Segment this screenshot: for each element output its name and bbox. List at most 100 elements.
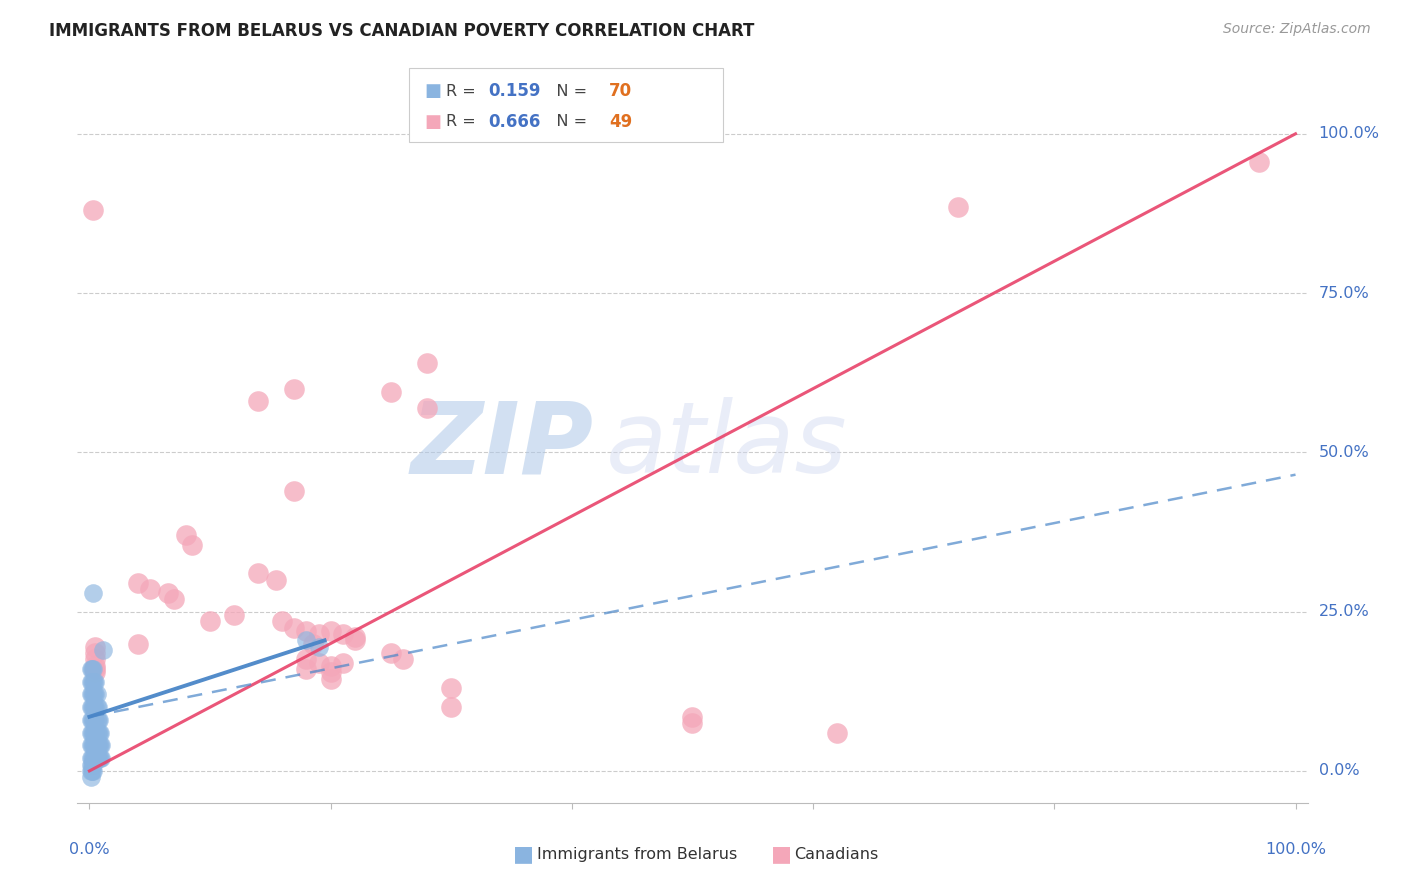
Point — [84, 700, 107, 714]
Point — [82, 757, 104, 772]
Point — [82, 203, 104, 218]
Point — [343, 630, 366, 644]
Point — [84, 665, 107, 680]
Point — [283, 382, 305, 396]
Point — [319, 672, 342, 686]
Point — [682, 716, 704, 731]
Point — [79, 700, 101, 714]
Text: 0.0%: 0.0% — [69, 842, 110, 856]
Point — [87, 751, 110, 765]
Point — [84, 674, 107, 689]
Point — [87, 713, 110, 727]
Point — [79, 688, 101, 702]
Point — [86, 688, 108, 702]
Point — [416, 356, 439, 370]
Point — [84, 751, 107, 765]
Point — [87, 725, 110, 739]
Point — [127, 636, 149, 650]
Point — [80, 739, 103, 753]
Point — [332, 627, 354, 641]
Point — [83, 713, 105, 727]
Text: R =: R = — [446, 84, 481, 99]
Text: 100.0%: 100.0% — [1265, 842, 1326, 856]
Text: ■: ■ — [425, 112, 441, 130]
Text: R =: R = — [446, 114, 481, 129]
Point — [79, 751, 101, 765]
Text: 0.666: 0.666 — [488, 112, 540, 130]
Text: 75.0%: 75.0% — [1319, 285, 1369, 301]
Point — [79, 674, 101, 689]
Point — [295, 652, 318, 666]
Point — [80, 700, 103, 714]
Point — [80, 662, 103, 676]
Point — [87, 739, 110, 753]
Point — [80, 751, 103, 765]
Point — [83, 739, 105, 753]
Point — [84, 662, 107, 676]
Point — [84, 652, 107, 666]
Point — [84, 725, 107, 739]
Point — [82, 688, 104, 702]
Point — [343, 633, 366, 648]
Point — [127, 576, 149, 591]
Text: ZIP: ZIP — [411, 398, 595, 494]
Point — [82, 662, 104, 676]
Point — [416, 401, 439, 415]
Point — [440, 700, 463, 714]
Text: 70: 70 — [609, 82, 631, 101]
Point — [825, 725, 848, 739]
Point — [301, 636, 323, 650]
Point — [174, 528, 197, 542]
Point — [308, 656, 330, 670]
Point — [247, 566, 270, 581]
Point — [271, 614, 294, 628]
Point — [83, 700, 105, 714]
Point — [87, 725, 110, 739]
Point — [295, 633, 318, 648]
Point — [80, 713, 103, 727]
Point — [86, 700, 108, 714]
Point — [380, 646, 402, 660]
Point — [319, 665, 342, 680]
Point — [266, 573, 288, 587]
Point — [80, 674, 103, 689]
Point — [198, 614, 221, 628]
Point — [247, 394, 270, 409]
Point — [84, 640, 107, 654]
Point — [84, 713, 107, 727]
Point — [86, 751, 108, 765]
Point — [283, 621, 305, 635]
Point — [80, 688, 103, 702]
Point — [83, 751, 105, 765]
Text: 0.159: 0.159 — [488, 82, 540, 101]
Point — [91, 643, 114, 657]
Point — [946, 200, 969, 214]
Point — [156, 585, 179, 599]
Point — [84, 658, 107, 673]
Point — [89, 751, 111, 765]
Text: 100.0%: 100.0% — [1319, 127, 1379, 141]
Point — [82, 764, 104, 778]
Point — [89, 739, 111, 753]
Point — [82, 725, 104, 739]
Point — [79, 725, 101, 739]
Point — [89, 725, 111, 739]
Point — [84, 739, 107, 753]
Point — [87, 751, 110, 765]
Point — [86, 713, 108, 727]
Point — [180, 538, 202, 552]
Text: IMMIGRANTS FROM BELARUS VS CANADIAN POVERTY CORRELATION CHART: IMMIGRANTS FROM BELARUS VS CANADIAN POVE… — [49, 22, 755, 40]
Point — [79, 739, 101, 753]
Point — [380, 384, 402, 399]
Point — [80, 725, 103, 739]
Point — [80, 757, 103, 772]
Point — [90, 739, 112, 753]
Point — [79, 757, 101, 772]
Point — [295, 662, 318, 676]
Point — [83, 688, 105, 702]
Point — [90, 751, 112, 765]
Text: N =: N = — [541, 114, 592, 129]
Point — [1249, 155, 1271, 169]
Point — [319, 658, 342, 673]
Text: ■: ■ — [770, 845, 792, 864]
